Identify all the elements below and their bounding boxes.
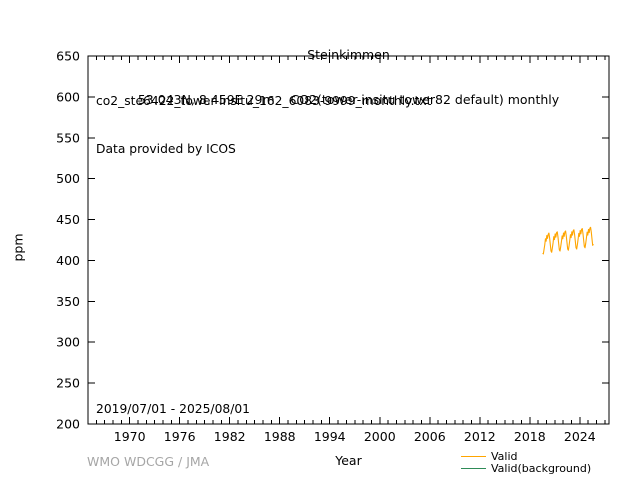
y-tick-label: 500 xyxy=(56,171,80,186)
wdcgg-credit-label: WMO WDCGG / JMA xyxy=(87,454,210,469)
y-tick-label: 400 xyxy=(56,253,80,268)
data-provider-label: Data provided by ICOS xyxy=(96,142,236,156)
x-tick-label: 1994 xyxy=(314,429,346,444)
valid-line-swatch xyxy=(461,456,486,457)
legend-label-valid-background: Valid(background) xyxy=(491,462,592,475)
legend: Valid Valid(background) xyxy=(461,451,591,474)
x-tick-label: 1982 xyxy=(214,429,246,444)
station-details: 53.043N, 8.459E 29m CO2(tower-insitu tow… xyxy=(137,92,560,107)
source-file-label: co2_ste6422_tower-insitu_162_6083-9999_m… xyxy=(96,94,432,108)
date-range-label: 2019/07/01 - 2025/08/01 xyxy=(96,402,251,416)
valid-background-line-swatch xyxy=(461,468,486,469)
legend-entry-valid: Valid xyxy=(461,451,591,462)
y-tick-label: 650 xyxy=(56,49,80,64)
y-tick-label: 300 xyxy=(56,335,80,350)
y-tick-label: 450 xyxy=(56,212,80,227)
y-tick-label: 350 xyxy=(56,294,80,309)
legend-label-valid: Valid xyxy=(491,450,518,463)
chart-title-block: Steinkimmen 53.043N, 8.459E 29m CO2(towe… xyxy=(88,17,609,137)
legend-entry-valid-background: Valid(background) xyxy=(461,463,591,474)
source-annotation: co2_ste6422_tower-insitu_162_6083-9999_m… xyxy=(96,61,431,189)
series-valid xyxy=(542,226,594,255)
plot-frame xyxy=(87,55,610,425)
x-tick-label: 2012 xyxy=(464,429,496,444)
y-tick-label: 250 xyxy=(56,376,80,391)
x-axis-label: Year xyxy=(335,453,362,468)
x-tick-label: 2018 xyxy=(514,429,546,444)
station-name: Steinkimmen xyxy=(307,47,390,62)
y-tick-label: 600 xyxy=(56,89,80,104)
x-tick-label: 1988 xyxy=(264,429,296,444)
y-axis-label: ppm xyxy=(10,233,26,262)
x-tick-label: 2006 xyxy=(414,429,446,444)
x-tick-label: 1976 xyxy=(164,429,196,444)
y-tick-label: 200 xyxy=(56,417,80,432)
y-tick-label: 550 xyxy=(56,130,80,145)
x-tick-label: 1970 xyxy=(114,429,146,444)
x-tick-label: 2024 xyxy=(564,429,596,444)
x-tick-label: 2000 xyxy=(364,429,396,444)
